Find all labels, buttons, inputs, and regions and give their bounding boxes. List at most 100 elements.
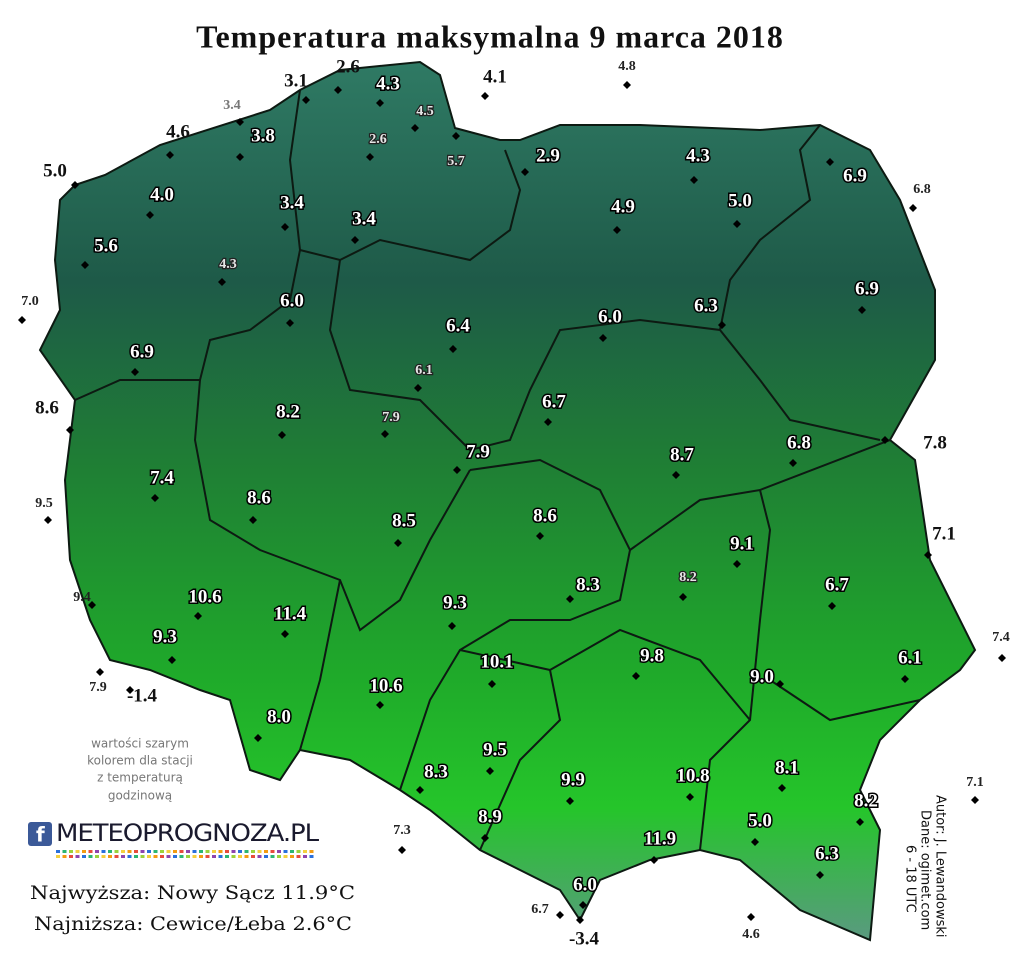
station-value: 7.9 <box>466 441 490 462</box>
station-value: 6.7 <box>531 902 549 917</box>
logo-dot <box>121 850 125 853</box>
station-marker <box>96 668 104 676</box>
credit: 6 - 18 UTC <box>903 845 918 913</box>
logo-dot <box>218 850 223 853</box>
station-value: 6.9 <box>843 165 867 186</box>
station-marker <box>650 856 658 864</box>
station-marker <box>901 675 909 683</box>
logo-dot <box>231 855 236 858</box>
station-marker <box>579 901 587 909</box>
logo: f METEOPROGNOZA.PL <box>28 819 321 858</box>
station-marker <box>18 316 26 324</box>
logo-dot <box>186 855 190 858</box>
station-value: 7.9 <box>89 680 107 695</box>
station-marker <box>778 784 786 792</box>
station-value: 6.0 <box>280 290 304 311</box>
station-value: 6.3 <box>694 295 718 316</box>
logo-dot <box>160 855 164 858</box>
station-value: 7.4 <box>150 467 174 488</box>
station-value: 9.3 <box>443 592 467 613</box>
station-marker <box>351 236 359 244</box>
logo-dot <box>166 855 171 858</box>
station-marker <box>376 99 384 107</box>
station-marker <box>66 426 74 434</box>
logo-dot <box>309 850 314 853</box>
logo-dot <box>309 855 314 858</box>
station-value: 8.9 <box>478 806 502 827</box>
station-value: 7.4 <box>992 630 1010 645</box>
station-value: 5.6 <box>94 235 118 256</box>
station-value: 3.4 <box>223 98 241 113</box>
station-marker <box>747 913 755 921</box>
station-value: 9.0 <box>750 666 774 687</box>
logo-text: METEOPROGNOZA.PL <box>56 819 320 847</box>
station-marker <box>414 384 422 392</box>
station-value: 6.8 <box>913 182 931 197</box>
facebook-icon <box>28 822 52 846</box>
logo-dot <box>101 855 106 858</box>
station-marker <box>521 168 529 176</box>
logo-dot <box>238 855 242 858</box>
station-marker <box>599 334 607 342</box>
station-marker <box>690 176 698 184</box>
station-marker <box>881 436 889 444</box>
logo-dot <box>270 850 275 853</box>
region-border <box>328 259 881 452</box>
station-value: 6.4 <box>446 315 470 336</box>
station-marker <box>718 321 726 329</box>
station-value: 6.3 <box>815 843 839 864</box>
logo-dot <box>69 855 73 858</box>
station-value: 11.4 <box>274 603 307 624</box>
station-value: 9.8 <box>640 645 664 666</box>
station-value: 4.1 <box>483 66 507 87</box>
station-value: 9.1 <box>730 533 754 554</box>
station-marker <box>826 158 834 166</box>
station-marker <box>376 701 384 709</box>
station-marker <box>286 319 294 327</box>
logo-dot <box>244 850 249 853</box>
station-marker <box>249 516 257 524</box>
station-value: 6.7 <box>542 391 566 412</box>
station-marker <box>126 686 134 694</box>
station-value: 4.9 <box>611 196 635 217</box>
note-line: z temperaturą <box>97 771 183 785</box>
station-value: 3.4 <box>280 192 304 213</box>
minimum-text: Najniższa: Cewice/Łeba 2.6°C <box>34 913 352 935</box>
station-value: 7.1 <box>932 523 956 544</box>
logo-dot <box>56 850 60 853</box>
station-value: 7.3 <box>393 823 411 838</box>
station-value: 3.8 <box>251 125 275 146</box>
logo-dot <box>205 850 210 853</box>
station-value: 8.3 <box>576 574 600 595</box>
station-marker <box>672 471 680 479</box>
note-line: wartości szarym <box>91 737 189 751</box>
logo-dot <box>244 855 249 858</box>
station-marker <box>733 560 741 568</box>
logo-dot <box>95 855 99 858</box>
logo-dot <box>192 855 197 858</box>
station-value: 10.6 <box>188 586 221 607</box>
station-value: 8.1 <box>775 757 799 778</box>
logo-dot <box>238 850 242 853</box>
station-marker <box>858 306 866 314</box>
station-value: 6.1 <box>415 363 433 378</box>
station-marker <box>334 86 342 94</box>
region-border <box>719 124 821 331</box>
station-value: 8.0 <box>267 706 291 727</box>
logo-dot <box>283 855 288 858</box>
logo-dot <box>101 850 106 853</box>
logo-dot <box>127 850 132 853</box>
logo-dot <box>134 855 138 858</box>
station-value: 3.4 <box>352 208 376 229</box>
station-marker <box>151 494 159 502</box>
logo-dot <box>88 850 93 853</box>
logo-dot <box>134 850 138 853</box>
station-marker <box>302 96 310 104</box>
station-marker <box>751 838 759 846</box>
station-value: 8.6 <box>35 397 59 418</box>
station-value: 8.5 <box>392 510 416 531</box>
logo-dot <box>296 850 301 853</box>
station-value: 9.4 <box>73 590 91 605</box>
logo-dot <box>179 850 184 853</box>
